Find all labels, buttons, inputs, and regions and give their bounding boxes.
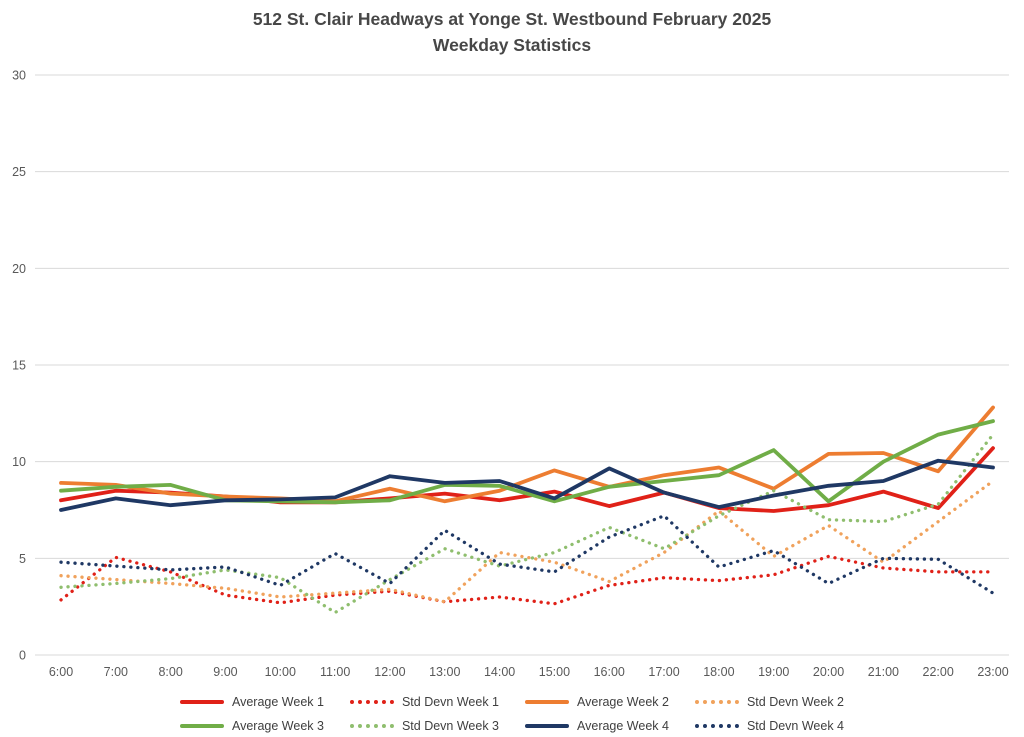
legend-swatch-std-devn-week-2 (694, 699, 739, 704)
chart-subtitle: Weekday Statistics (432, 35, 592, 55)
legend-item-std-devn-week-3: Std Devn Week 3 (349, 718, 499, 733)
x-axis-label-10:00: 10:00 (265, 665, 296, 679)
series-std-devn-week-1 (59, 554, 995, 606)
series-std-devn-week-3 (59, 432, 995, 615)
x-axis-label-12:00: 12:00 (374, 665, 405, 679)
x-axis-label-11:00: 11:00 (320, 665, 350, 679)
legend-item-average-week-2: Average Week 2 (525, 695, 669, 709)
chart-title: 512 St. Clair Headways at Yonge St. West… (252, 9, 772, 29)
legend-swatch-average-week-4 (525, 723, 569, 728)
legend-swatch-std-devn-week-3 (349, 723, 394, 728)
x-axis-label-13:00: 13:00 (429, 665, 460, 679)
chart-title-block: 512 St. Clair Headways at Yonge St. West… (0, 6, 1024, 58)
legend-label-std-devn-week-1: Std Devn Week 1 (401, 694, 499, 709)
legend-label-std-devn-week-3: Std Devn Week 3 (401, 718, 499, 733)
legend-item-std-devn-week-1: Std Devn Week 1 (349, 694, 499, 709)
legend-label-std-devn-week-2: Std Devn Week 2 (746, 694, 845, 709)
y-axis-label-25: 25 (12, 165, 26, 179)
legend-item-average-week-3: Average Week 3 (179, 718, 324, 733)
legend-swatch-average-week-3 (179, 723, 224, 728)
legend-swatch-average-week-1 (179, 699, 224, 704)
y-axis-label-30: 30 (12, 69, 26, 83)
legend-swatch-std-devn-week-1 (349, 699, 394, 704)
legend-item-average-week-1: Average Week 1 (179, 694, 324, 709)
y-axis-label-20: 20 (12, 262, 26, 276)
x-axis-label-18:00: 18:00 (703, 665, 734, 679)
x-axis-label-15:00: 15:00 (539, 665, 570, 679)
x-axis-label-19:00: 19:00 (758, 665, 789, 679)
x-axis-label-14:00: 14:00 (484, 665, 515, 679)
legend-item-std-devn-week-4: Std Devn Week 4 (694, 718, 845, 733)
legend-item-std-devn-week-2: Std Devn Week 2 (694, 694, 845, 709)
x-axis-label-23:00: 23:00 (977, 665, 1008, 679)
y-axis-label-15: 15 (12, 359, 26, 373)
legend-swatch-average-week-2 (525, 699, 569, 704)
x-axis-label-6:00: 6:00 (49, 665, 73, 679)
x-axis-label-17:00: 17:00 (648, 665, 679, 679)
legend-row-2: Average Week 3 Std Devn Week 3 Average Wee… (179, 715, 845, 736)
legend-label-average-week-4: Average Week 4 (577, 718, 669, 733)
chart-legend: Average Week 1 Std Devn Week 1 Average Wee… (0, 691, 1024, 736)
series-average-week-4 (59, 458, 995, 512)
series-average-week-2 (59, 405, 995, 504)
legend-label-std-devn-week-4: Std Devn Week 4 (746, 718, 845, 733)
x-axis-label-21:00: 21:00 (868, 665, 899, 679)
headway-line-chart: 0 5 10 15 20 25 30 6:00 7:00 8:00 9:00 10:00 11:00 12… (12, 69, 1009, 679)
x-axis-label-22:00: 22:00 (923, 665, 954, 679)
y-axis-label-10: 10 (12, 455, 26, 469)
x-axis-label-9:00: 9:00 (213, 665, 237, 679)
series-average-week-3 (59, 419, 995, 505)
y-axis-label-0: 0 (19, 649, 26, 663)
legend-label-average-week-3: Average Week 3 (231, 718, 324, 733)
x-axis-label-8:00: 8:00 (158, 665, 182, 679)
y-axis-label-5: 5 (19, 552, 26, 566)
legend-item-average-week-4: Average Week 4 (525, 719, 669, 733)
x-axis-label-20:00: 20:00 (813, 665, 844, 679)
legend-label-average-week-1: Average Week 1 (231, 694, 324, 709)
legend-swatch-std-devn-week-4 (694, 723, 739, 728)
x-axis-label-7:00: 7:00 (104, 665, 128, 679)
legend-row-1: Average Week 1 Std Devn Week 1 Average Wee… (179, 691, 845, 712)
x-axis-label-16:00: 16:00 (594, 665, 625, 679)
series-std-devn-week-4 (59, 514, 995, 595)
legend-label-average-week-2: Average Week 2 (577, 694, 669, 709)
